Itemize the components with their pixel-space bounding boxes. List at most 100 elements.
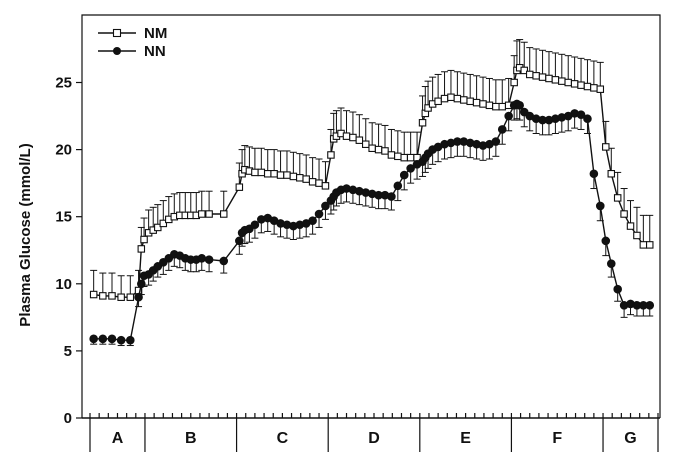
- data-point: [434, 97, 442, 106]
- data-point: [577, 81, 585, 89]
- data-point: [368, 144, 376, 153]
- series-nn: [89, 99, 655, 347]
- data-point: [453, 94, 462, 103]
- data-point: [558, 77, 566, 85]
- data-point: [220, 210, 228, 218]
- data-point: [235, 183, 244, 191]
- data-point: [283, 171, 291, 179]
- data-point: [564, 78, 572, 87]
- data-point: [154, 223, 162, 232]
- y-tick-label: 5: [64, 343, 72, 360]
- data-point: [424, 104, 432, 112]
- data-point: [532, 72, 540, 80]
- data-point: [137, 279, 146, 289]
- data-point: [342, 132, 351, 140]
- data-point: [205, 210, 213, 218]
- data-point: [276, 171, 285, 179]
- data-point: [620, 210, 628, 218]
- data-point: [492, 102, 500, 111]
- data-point: [349, 133, 357, 142]
- data-point: [645, 300, 655, 310]
- phase-label: C: [277, 430, 289, 447]
- data-point: [98, 334, 108, 344]
- data-point: [159, 219, 168, 228]
- legend-label-nn: NN: [144, 43, 166, 60]
- data-point: [601, 236, 611, 246]
- data-point: [447, 93, 455, 102]
- data-point: [355, 136, 364, 144]
- data-point: [257, 168, 266, 177]
- data-point: [418, 119, 427, 127]
- data-point: [289, 172, 298, 181]
- data-point: [263, 170, 272, 178]
- data-point: [140, 235, 148, 244]
- data-point: [510, 78, 518, 87]
- data-point: [538, 73, 547, 81]
- data-point: [639, 241, 648, 249]
- data-point: [251, 168, 259, 177]
- data-point: [607, 170, 616, 178]
- data-point: [583, 82, 592, 91]
- data-point: [472, 98, 481, 107]
- data-point: [250, 220, 260, 230]
- phase-label: B: [185, 430, 197, 447]
- y-tick-label: 25: [55, 75, 72, 92]
- data-point: [545, 74, 553, 83]
- phase-label: G: [624, 430, 636, 447]
- data-point: [460, 96, 468, 104]
- data-point: [440, 94, 449, 103]
- data-point: [485, 101, 494, 110]
- data-point: [406, 164, 415, 173]
- data-point: [381, 147, 389, 155]
- data-point: [387, 151, 396, 159]
- data-point: [270, 170, 278, 178]
- phase-label: E: [460, 430, 471, 447]
- data-point: [126, 293, 135, 301]
- data-point: [646, 241, 654, 249]
- data-point: [583, 114, 592, 124]
- data-point: [520, 66, 528, 75]
- data-point: [89, 290, 98, 299]
- y-tick-label: 20: [55, 142, 72, 159]
- data-point: [89, 334, 98, 344]
- legend-label-nm: NM: [144, 25, 167, 42]
- legend-marker-nn: [113, 47, 121, 55]
- y-axis: 0 5 10 15 20 25: [55, 75, 82, 427]
- data-point: [498, 102, 507, 111]
- data-point: [613, 284, 622, 294]
- series-layer: [89, 39, 655, 347]
- data-point: [570, 80, 579, 88]
- data-point: [589, 169, 599, 179]
- data-point: [626, 222, 635, 230]
- y-tick-label: 10: [55, 276, 72, 293]
- data-point: [525, 70, 534, 79]
- data-point: [137, 245, 146, 253]
- data-point: [315, 179, 323, 187]
- data-point: [374, 145, 383, 154]
- data-point: [308, 216, 317, 226]
- data-point: [204, 255, 214, 264]
- data-point: [394, 152, 402, 161]
- data-point: [633, 231, 641, 240]
- y-tick-label: 0: [64, 410, 72, 427]
- data-point: [504, 111, 513, 121]
- data-point: [590, 84, 598, 92]
- series-nm: [89, 39, 654, 301]
- series-line: [93, 66, 650, 298]
- data-point: [497, 125, 507, 134]
- data-point: [321, 182, 330, 190]
- data-point: [596, 85, 605, 93]
- data-point: [491, 137, 501, 146]
- data-point: [406, 153, 415, 162]
- data-point: [134, 292, 143, 302]
- data-point: [466, 97, 474, 106]
- data-point: [108, 292, 116, 300]
- legend-marker-nm: [112, 28, 122, 38]
- data-point: [235, 236, 244, 246]
- phase-label: A: [112, 430, 124, 447]
- data-point: [606, 259, 616, 268]
- data-point: [400, 153, 408, 162]
- data-point: [393, 181, 403, 191]
